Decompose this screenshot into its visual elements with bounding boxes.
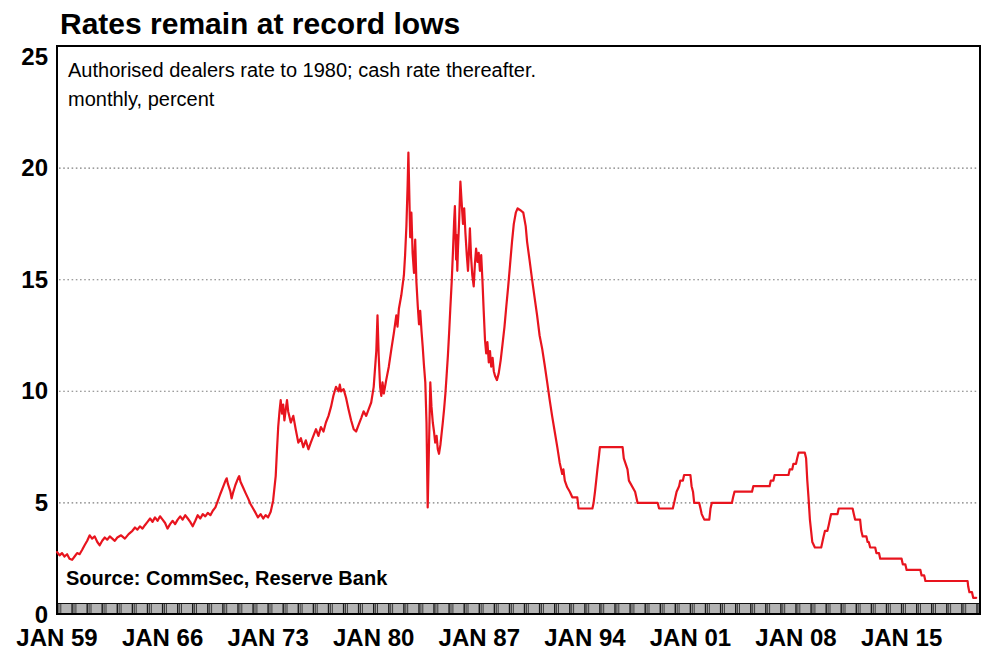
y-tick-label: 20	[21, 154, 48, 181]
x-tick-label: JAN 66	[122, 624, 203, 651]
chart-note-line2: monthly, percent	[68, 88, 214, 111]
x-tick-label: JAN 08	[755, 624, 836, 651]
x-tick-label: JAN 15	[861, 624, 942, 651]
plot-border	[57, 46, 980, 614]
x-tick-label: JAN 94	[544, 624, 626, 651]
y-tick-label: 10	[21, 377, 48, 404]
rate-line	[57, 153, 976, 598]
chart-source: Source: CommSec, Reserve Bank	[66, 567, 387, 590]
interest-rate-chart: 0510152025JAN 59JAN 66JAN 73JAN 80JAN 87…	[0, 0, 993, 658]
x-tick-label: JAN 59	[16, 624, 97, 651]
x-tick-label: JAN 01	[650, 624, 731, 651]
y-tick-label: 15	[21, 266, 48, 293]
y-tick-label: 5	[35, 489, 48, 516]
page-title: Rates remain at record lows	[60, 7, 460, 41]
y-tick-label: 25	[21, 43, 48, 70]
x-tick-label: JAN 87	[439, 624, 520, 651]
x-tick-label: JAN 73	[227, 624, 308, 651]
chart-note-line1: Authorised dealers rate to 1980; cash ra…	[68, 59, 536, 82]
x-tick-label: JAN 80	[333, 624, 414, 651]
